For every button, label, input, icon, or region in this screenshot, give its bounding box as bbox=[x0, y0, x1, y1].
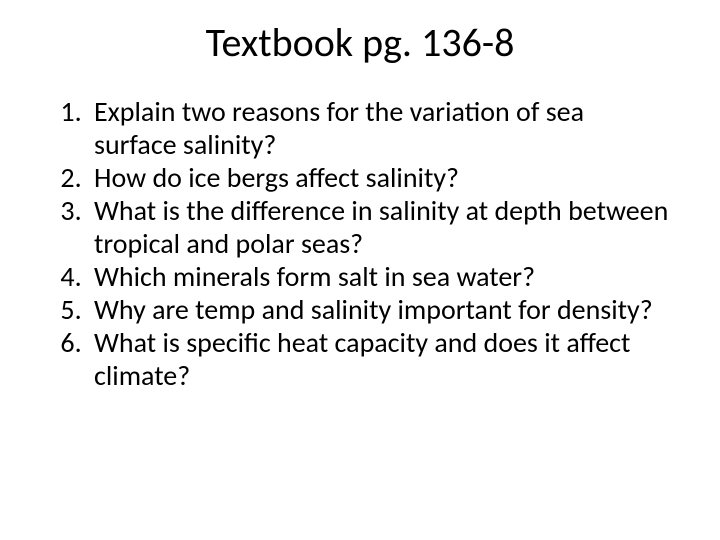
slide: Textbook pg. 136-8 Explain two reasons f… bbox=[0, 0, 720, 540]
list-item: Why are temp and salinity important for … bbox=[88, 293, 672, 326]
list-item: What is the difference in salinity at de… bbox=[88, 194, 672, 260]
page-title: Textbook pg. 136-8 bbox=[48, 18, 672, 67]
list-item: What is specific heat capacity and does … bbox=[88, 326, 672, 392]
list-item: Which minerals form salt in sea water? bbox=[88, 260, 672, 293]
question-list: Explain two reasons for the variation of… bbox=[48, 95, 672, 392]
list-item: How do ice bergs affect salinity? bbox=[88, 161, 672, 194]
list-item: Explain two reasons for the variation of… bbox=[88, 95, 672, 161]
